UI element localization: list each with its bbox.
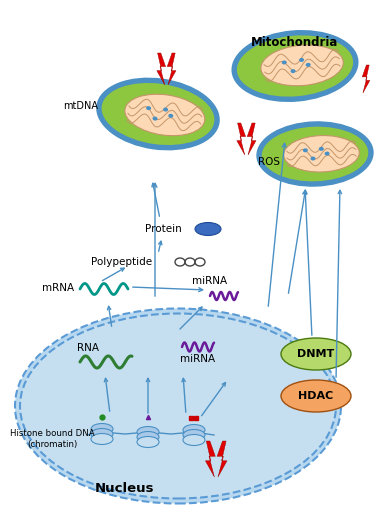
Ellipse shape: [261, 45, 343, 86]
Text: RNA: RNA: [77, 343, 99, 353]
Ellipse shape: [101, 82, 215, 146]
Ellipse shape: [183, 425, 205, 435]
Ellipse shape: [195, 223, 221, 235]
Text: HDAC: HDAC: [298, 391, 334, 401]
Ellipse shape: [146, 106, 151, 110]
Ellipse shape: [299, 58, 304, 62]
Polygon shape: [157, 53, 166, 85]
Ellipse shape: [183, 430, 205, 440]
Text: Mitochondria: Mitochondria: [251, 35, 339, 48]
Ellipse shape: [281, 338, 351, 370]
Ellipse shape: [137, 431, 159, 443]
Ellipse shape: [311, 157, 316, 160]
Ellipse shape: [152, 117, 157, 121]
Ellipse shape: [183, 434, 205, 446]
Ellipse shape: [91, 424, 113, 434]
Ellipse shape: [281, 380, 351, 412]
Ellipse shape: [306, 63, 311, 67]
Ellipse shape: [20, 314, 336, 499]
Text: miRNA: miRNA: [180, 354, 215, 364]
Ellipse shape: [163, 107, 168, 112]
Ellipse shape: [257, 122, 373, 186]
Text: mtDNA: mtDNA: [63, 101, 98, 111]
Ellipse shape: [97, 78, 219, 150]
Text: Protein: Protein: [145, 224, 182, 234]
Ellipse shape: [303, 149, 308, 152]
Ellipse shape: [324, 152, 329, 156]
Ellipse shape: [137, 427, 159, 437]
Ellipse shape: [284, 136, 359, 172]
Ellipse shape: [125, 94, 205, 136]
Ellipse shape: [15, 308, 341, 504]
Text: miRNA: miRNA: [192, 276, 228, 286]
Polygon shape: [167, 53, 176, 85]
Text: Nucleus: Nucleus: [95, 483, 155, 495]
Polygon shape: [205, 441, 215, 477]
Ellipse shape: [261, 126, 369, 182]
Text: DNMT: DNMT: [297, 349, 334, 359]
Ellipse shape: [91, 433, 113, 445]
Polygon shape: [237, 123, 246, 155]
Ellipse shape: [282, 61, 287, 64]
Ellipse shape: [168, 114, 173, 118]
Text: ROS: ROS: [258, 157, 280, 167]
Ellipse shape: [319, 147, 324, 151]
Ellipse shape: [137, 436, 159, 448]
Polygon shape: [217, 441, 227, 477]
Text: Polypeptide: Polypeptide: [91, 257, 152, 267]
Ellipse shape: [91, 429, 113, 439]
Polygon shape: [362, 65, 370, 93]
Ellipse shape: [232, 31, 358, 101]
Ellipse shape: [236, 34, 354, 97]
Text: Histone bound DNA
(chromatin): Histone bound DNA (chromatin): [10, 429, 94, 449]
Polygon shape: [247, 123, 256, 155]
Ellipse shape: [291, 69, 296, 73]
Text: mRNA: mRNA: [42, 283, 74, 293]
